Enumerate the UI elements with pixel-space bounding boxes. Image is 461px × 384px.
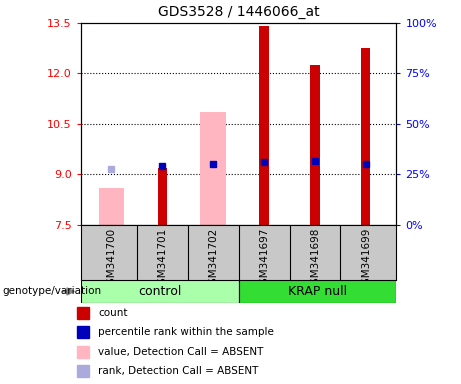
Bar	[260, 26, 269, 225]
Bar	[81, 280, 239, 303]
Bar	[310, 65, 319, 225]
Bar	[239, 280, 396, 303]
Text: GSM341702: GSM341702	[208, 227, 218, 291]
Text: GSM341700: GSM341700	[106, 227, 116, 291]
Text: genotype/variation: genotype/variation	[2, 286, 101, 296]
Text: count: count	[98, 308, 128, 318]
Bar	[158, 167, 167, 225]
Bar	[99, 188, 124, 225]
Bar	[201, 112, 226, 225]
Text: value, Detection Call = ABSENT: value, Detection Call = ABSENT	[98, 347, 264, 357]
Title: GDS3528 / 1446066_at: GDS3528 / 1446066_at	[158, 5, 319, 19]
Text: GSM341699: GSM341699	[361, 227, 371, 291]
Text: rank, Detection Call = ABSENT: rank, Detection Call = ABSENT	[98, 366, 259, 376]
Bar	[361, 48, 371, 225]
Text: control: control	[138, 285, 181, 298]
Text: percentile rank within the sample: percentile rank within the sample	[98, 328, 274, 338]
Text: GSM341697: GSM341697	[259, 227, 269, 291]
Text: KRAP null: KRAP null	[288, 285, 347, 298]
Text: GSM341698: GSM341698	[310, 227, 320, 291]
Text: GSM341701: GSM341701	[157, 227, 167, 291]
